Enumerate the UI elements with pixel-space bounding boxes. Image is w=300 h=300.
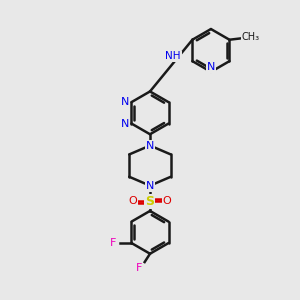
Text: O: O bbox=[163, 196, 171, 206]
Text: S: S bbox=[146, 195, 154, 208]
Text: N: N bbox=[207, 62, 215, 72]
Text: N: N bbox=[146, 140, 154, 151]
Text: F: F bbox=[136, 263, 142, 273]
Text: N: N bbox=[121, 118, 129, 128]
Text: N: N bbox=[121, 97, 129, 107]
Text: O: O bbox=[129, 196, 137, 206]
Text: F: F bbox=[110, 238, 116, 248]
Text: N: N bbox=[146, 181, 154, 191]
Text: NH: NH bbox=[165, 51, 181, 61]
Text: CH₃: CH₃ bbox=[242, 32, 260, 42]
